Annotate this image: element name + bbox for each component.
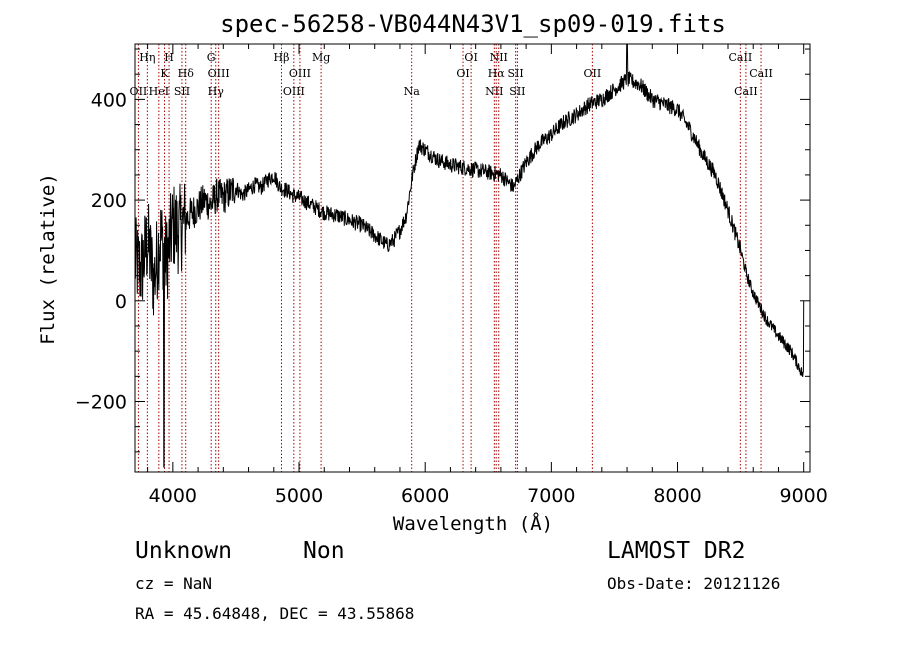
line-marker-label: SII [174, 85, 190, 98]
line-marker-label: SII [508, 67, 524, 80]
spectrum-line [134, 43, 805, 468]
spectral-class: Unknown [135, 538, 232, 564]
line-marker-label: HeI [149, 85, 169, 98]
x-tick-label: 8000 [653, 485, 701, 507]
line-marker-label: OIII [208, 67, 230, 80]
line-marker-label: OII [130, 85, 148, 98]
spectrum-chart: spec-56258-VB044N43V1_sp09-019.fits OIIH… [37, 10, 828, 535]
line-marker-label: Hγ [208, 85, 225, 98]
plot-frame [134, 43, 811, 473]
coordinates: RA = 45.64848, DEC = 43.55868 [135, 604, 415, 623]
line-marker-label: NII [485, 85, 503, 98]
line-marker-label: OI [456, 67, 469, 80]
x-tick-label: 7000 [527, 485, 575, 507]
line-marker-label: NII [490, 51, 508, 64]
observation-date: Obs-Date: 20121126 [607, 574, 781, 593]
line-marker-label: Hη [139, 51, 155, 64]
line-marker-label: OII [584, 67, 602, 80]
y-tick-label: 400 [91, 89, 127, 111]
y-axis-label: Flux (relative) [37, 173, 59, 345]
spectrum-series [134, 43, 805, 468]
line-marker-label: CaII [729, 51, 753, 64]
line-marker-label: Hα [488, 67, 506, 80]
chart-title: spec-56258-VB044N43V1_sp09-019.fits [220, 10, 726, 38]
x-tick-label: 6000 [401, 485, 449, 507]
y-tick-label: 200 [91, 190, 127, 212]
line-marker-label: Mg [312, 51, 330, 64]
redshift-cz: cz = NaN [135, 574, 213, 593]
y-axis: −200 0 200 400 [75, 48, 810, 453]
line-marker-label: Na [404, 85, 421, 98]
line-marker-label: H [164, 51, 174, 64]
x-axis: 4000 5000 6000 7000 8000 9000 [147, 44, 828, 507]
y-tick-label: 0 [115, 291, 127, 313]
x-tick-label: 4000 [149, 485, 197, 507]
spectral-subclass: Non [303, 538, 345, 564]
line-marker-label: Hβ [274, 51, 290, 64]
line-marker-label: G [207, 51, 216, 64]
line-marker-label: OIII [289, 67, 311, 80]
line-marker-label: OIII [283, 85, 305, 98]
x-tick-label: 5000 [275, 485, 323, 507]
survey-name: LAMOST DR2 [607, 538, 746, 564]
line-marker-label: SII [509, 85, 525, 98]
line-marker-label: CaII [734, 85, 758, 98]
x-tick-label: 9000 [780, 485, 828, 507]
x-axis-label: Wavelength (Å) [393, 512, 553, 535]
line-marker-label: Hδ [178, 67, 195, 80]
line-marker-label: CaII [749, 67, 773, 80]
line-marker-label: K [160, 67, 169, 80]
line-marker-label: OI [464, 51, 477, 64]
y-tick-label: −200 [75, 392, 127, 414]
